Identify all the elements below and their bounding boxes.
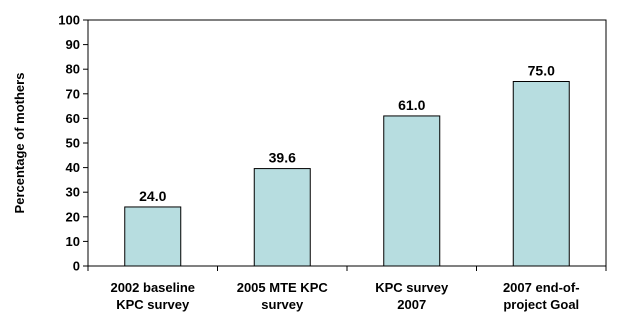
bar bbox=[512, 81, 570, 267]
value-labels: 24.0 39.6 61.0 75.0 bbox=[139, 63, 555, 204]
data-label: 75.0 bbox=[528, 63, 555, 79]
y-axis-label: Percentage of mothers bbox=[12, 73, 27, 214]
y-tick-label: 50 bbox=[66, 136, 80, 151]
x-tick-label: 2002 baseline bbox=[110, 280, 195, 295]
data-label: 24.0 bbox=[139, 188, 166, 204]
data-label: 61.0 bbox=[398, 97, 425, 113]
y-tick-label: 90 bbox=[66, 37, 80, 52]
y-tick-label: 100 bbox=[58, 13, 80, 28]
y-tick-label: 10 bbox=[66, 234, 80, 249]
y-tick-label: 40 bbox=[66, 160, 80, 175]
x-tick-label: survey bbox=[261, 297, 304, 312]
x-tick-label: project Goal bbox=[503, 297, 579, 312]
x-tick-label: 2007 bbox=[397, 297, 426, 312]
x-tick-label: 2005 MTE KPC bbox=[237, 280, 329, 295]
bars bbox=[124, 81, 570, 267]
y-axis: 0 10 20 30 40 50 60 70 80 90 100 bbox=[58, 13, 88, 274]
y-tick-label: 30 bbox=[66, 185, 80, 200]
y-tick-label: 0 bbox=[73, 259, 80, 274]
y-tick-label: 60 bbox=[66, 111, 80, 126]
y-tick-label: 20 bbox=[66, 209, 80, 224]
x-tick-label: KPC survey bbox=[375, 280, 449, 295]
bar bbox=[124, 206, 182, 267]
data-label: 39.6 bbox=[269, 150, 296, 166]
y-tick-label: 70 bbox=[66, 86, 80, 101]
x-tick-label: KPC survey bbox=[116, 297, 190, 312]
x-axis: 2002 baseline KPC survey 2005 MTE KPC surve… bbox=[87, 266, 607, 312]
bar bbox=[383, 115, 441, 267]
x-tick-label: 2007 end-of- bbox=[503, 280, 580, 295]
bar bbox=[253, 168, 311, 267]
y-tick-label: 80 bbox=[66, 62, 80, 77]
